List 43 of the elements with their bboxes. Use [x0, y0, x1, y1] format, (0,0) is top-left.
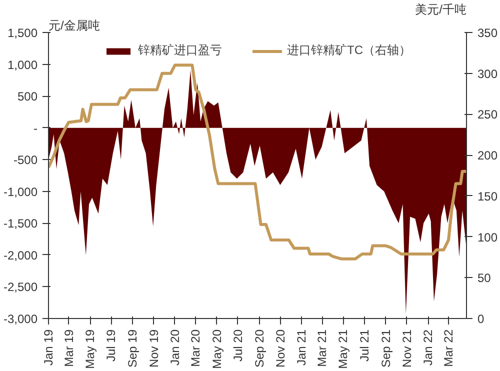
y2-tick-label: 50 — [478, 271, 492, 286]
y-tick-label: 1,500 — [7, 26, 38, 40]
x-tick-label: Sep 19 — [126, 329, 140, 368]
x-tick-label: Mar 22 — [441, 329, 456, 367]
x-tick-label: Jan 19 — [42, 329, 56, 366]
x-tick-label: Mar 19 — [62, 329, 76, 367]
x-tick-label: May 21 — [336, 329, 350, 369]
y-tick-label: -2,500 — [3, 280, 38, 294]
y2-tick-label: 350 — [478, 26, 498, 40]
x-tick-label: Nov 20 — [274, 329, 288, 368]
y-tick-label: -1,500 — [3, 216, 38, 231]
y-tick-label: 1,000 — [7, 58, 38, 72]
y-axis-title: 元/金属吨 — [48, 18, 100, 32]
x-tick-label: Jul 21 — [357, 329, 372, 362]
y2-tick-label: 100 — [478, 230, 498, 244]
x-tick-label: Sep 21 — [378, 329, 393, 368]
y2-tick-label: 250 — [478, 108, 498, 122]
legend-label: 锌精矿进口盈亏 — [138, 42, 222, 59]
y-tick-label: -3,000 — [3, 312, 38, 326]
x-tick-label: Jan 21 — [294, 329, 309, 366]
x-tick-label: Jul 19 — [104, 329, 118, 362]
x-tick-label: May 20 — [210, 329, 224, 369]
y2-tick-label: 300 — [478, 66, 498, 81]
x-tick-label: Jan 22 — [421, 329, 436, 366]
x-tick-label: Jul 20 — [230, 329, 245, 362]
y-tick-label: -500 — [13, 153, 38, 168]
y2-tick-label: 200 — [478, 148, 498, 163]
y-tick-label: - — [34, 121, 38, 136]
x-tick-label: Nov 21 — [400, 329, 414, 368]
y2-tick-label: 150 — [478, 189, 498, 204]
legend-label: 进口锌精矿TC（右轴） — [287, 42, 411, 59]
y-tick-label: 500 — [17, 90, 38, 104]
x-tick-label: Nov 19 — [146, 329, 161, 368]
y-tick-label: -2,000 — [3, 248, 38, 262]
x-tick-label: Mar 20 — [188, 329, 203, 367]
line-series — [48, 64, 466, 260]
x-tick-label: Jan 20 — [168, 329, 182, 366]
y2-axis-title: 美元/千吨 — [415, 2, 467, 16]
x-tick-label: Mar 21 — [315, 329, 330, 367]
x-tick-label: May 19 — [83, 329, 98, 369]
y-tick-label: -1,000 — [3, 184, 38, 199]
x-tick-label: Sep 20 — [252, 329, 266, 368]
y2-tick-label: 0 — [478, 312, 484, 326]
